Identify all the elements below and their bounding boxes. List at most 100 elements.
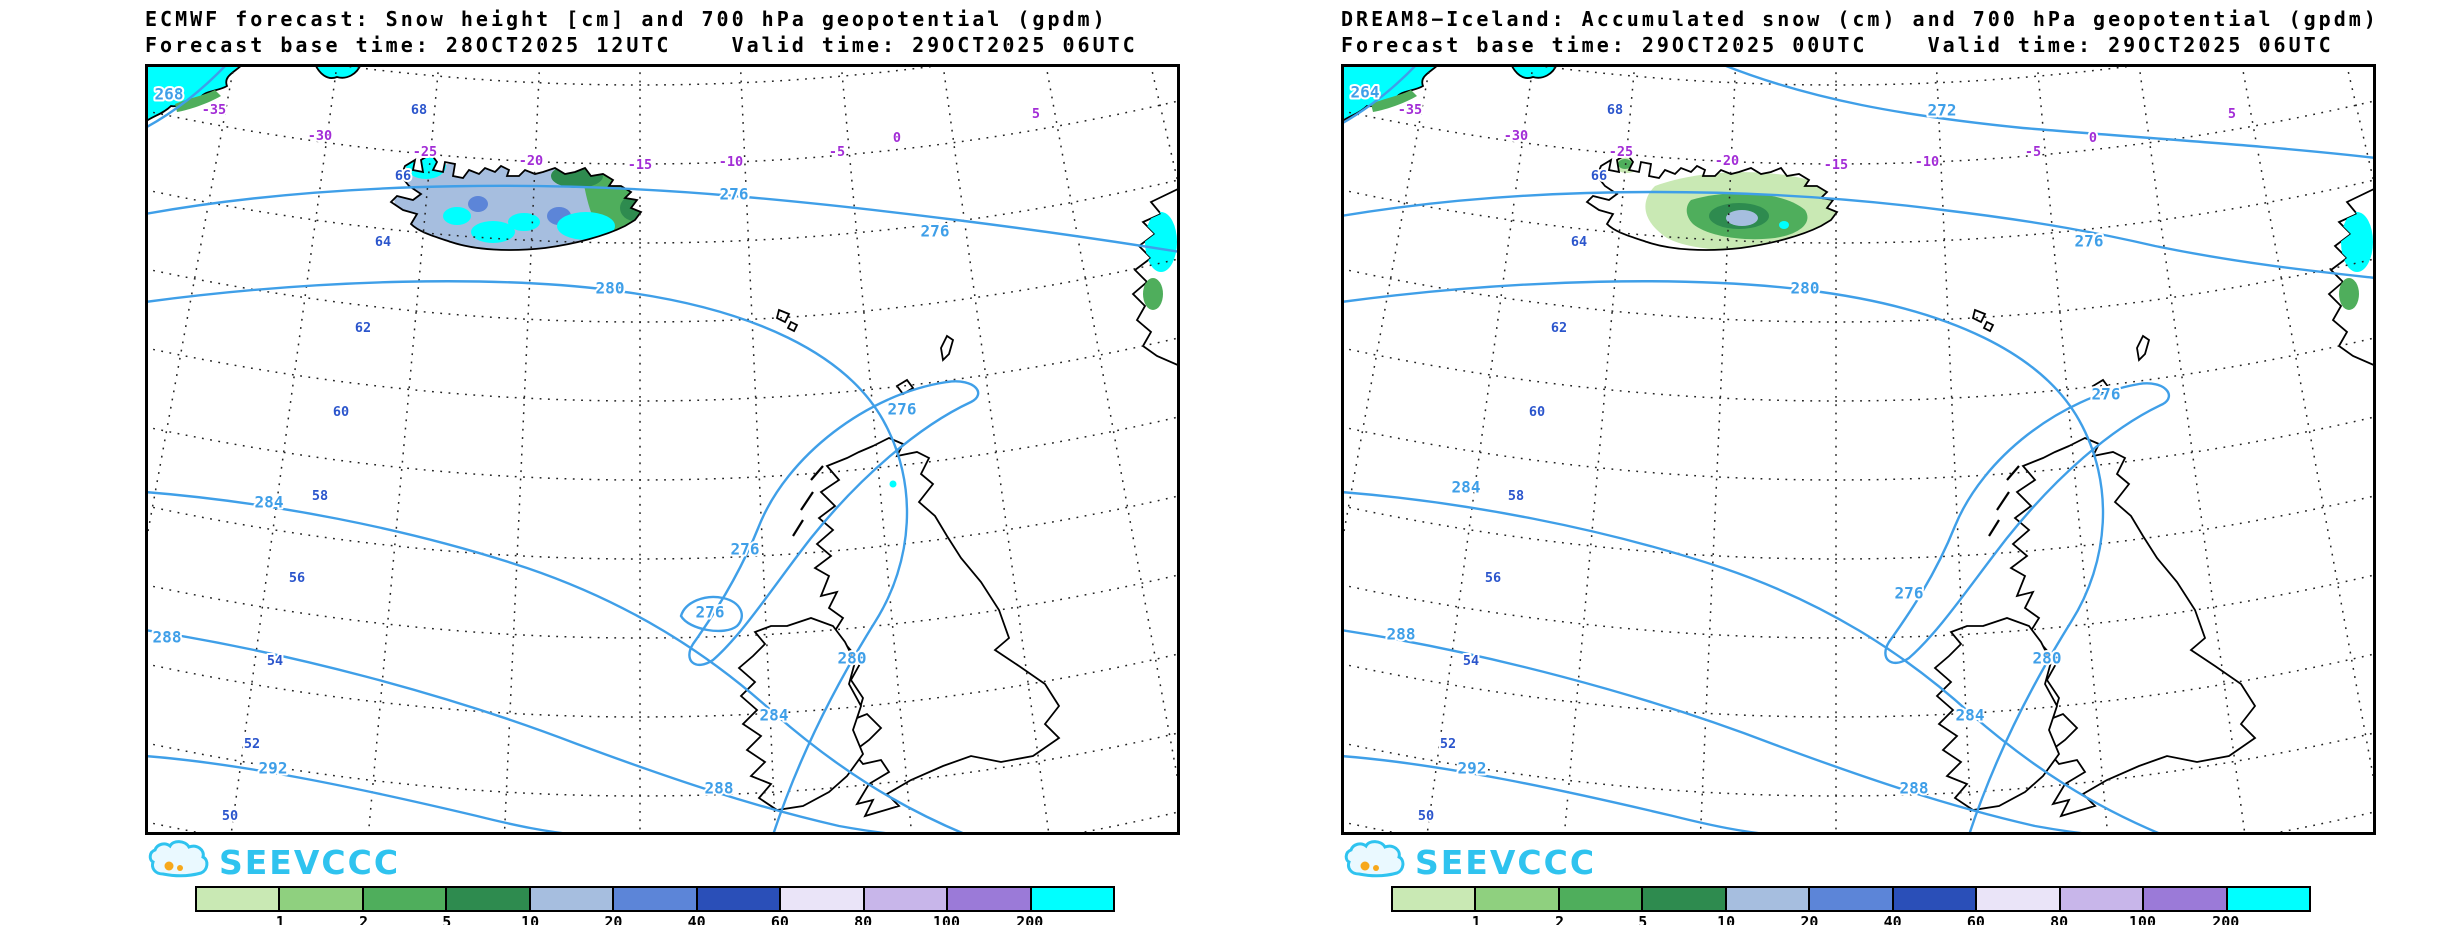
snow-shading: [394, 154, 641, 250]
svg-text:-10: -10: [1915, 154, 1939, 170]
svg-text:54: 54: [267, 653, 283, 669]
geopotential-contours: [145, 64, 1180, 835]
colorbar-segments: [1391, 886, 2311, 912]
colorbar-segment: [197, 888, 281, 910]
svg-text:276: 276: [1895, 584, 1924, 603]
svg-text:58: 58: [312, 488, 328, 504]
landmasses: [145, 64, 1180, 818]
colorbar-tick-label: 5: [442, 913, 452, 925]
colorbar-tick-label: 100: [932, 913, 960, 925]
colorbar-tick-label: 40: [687, 913, 706, 925]
colorbar-segment: [1031, 888, 1113, 910]
svg-text:62: 62: [355, 320, 371, 336]
colorbar-tick-label: 1: [1471, 913, 1481, 925]
colorbar-segment: [280, 888, 364, 910]
forecast-map-ecmwf: 268 276 276 280 280 276 276 276 284 284 288 288 292 -…: [145, 64, 1180, 835]
colorbar-segments: [195, 886, 1115, 912]
panel-subtitle: Forecast base time: 28OCT2025 12UTC Vali…: [145, 33, 1138, 57]
colorbar-segment: [2227, 888, 2309, 910]
svg-text:280: 280: [1791, 279, 1820, 298]
colorbar-segment: [948, 888, 1032, 910]
seevccc-logo: SEEVCCC: [147, 840, 400, 884]
svg-text:264: 264: [1351, 83, 1380, 102]
svg-text:280: 280: [2033, 649, 2062, 668]
svg-text:288: 288: [1387, 625, 1416, 644]
svg-text:-35: -35: [1398, 102, 1422, 118]
colorbar-tick-label: 2: [359, 913, 369, 925]
svg-text:276: 276: [2092, 385, 2121, 404]
svg-text:276: 276: [720, 185, 749, 204]
colorbar-tick-label: 60: [770, 913, 789, 925]
svg-text:5: 5: [2228, 106, 2236, 122]
colorbar-tick-label: 5: [1638, 913, 1648, 925]
colorbar-segment: [2060, 888, 2145, 910]
svg-text:0: 0: [893, 130, 901, 146]
svg-text:292: 292: [1458, 759, 1487, 778]
colorbar-segment: [447, 888, 531, 910]
svg-text:-30: -30: [308, 128, 332, 144]
svg-text:292: 292: [259, 759, 288, 778]
panel-header: ECMWF forecast: Snow height [cm] and 700…: [145, 6, 1255, 58]
svg-text:56: 56: [289, 570, 305, 586]
colorbar-segment: [1393, 888, 1477, 910]
svg-text:62: 62: [1551, 320, 1567, 336]
colorbar-segment: [1559, 888, 1644, 910]
svg-text:60: 60: [333, 404, 349, 420]
colorbar-segment: [1977, 888, 2061, 910]
svg-text:288: 288: [1900, 779, 1929, 798]
colorbar-tick-label: 80: [2050, 913, 2069, 925]
colorbar-tick-label: 100: [2128, 913, 2156, 925]
panel-title: DREAM8−Iceland: Accumulated snow (cm) an…: [1341, 7, 2379, 31]
svg-text:-5: -5: [829, 144, 845, 160]
colorbar-tick-label: 1: [275, 913, 285, 925]
svg-text:60: 60: [1529, 404, 1545, 420]
snow-colorbar: 1 2 5 10 20 40 60 80 100 200: [1391, 886, 2311, 925]
panel-dream8: DREAM8−Iceland: Accumulated snow (cm) an…: [1341, 0, 2449, 925]
forecast-map-dream8: 264 272 276 280 280 276 276 284 284 288 288 292 -35 -…: [1341, 64, 2376, 835]
logo-text: SEEVCCC: [219, 842, 401, 882]
svg-text:276: 276: [2075, 232, 2104, 251]
svg-text:68: 68: [1607, 102, 1623, 118]
colorbar-segment: [1726, 888, 1811, 910]
colorbar-tick-label: 60: [1966, 913, 1985, 925]
colorbar-tick-label: 2: [1555, 913, 1565, 925]
colorbar-tick-label: 20: [604, 913, 623, 925]
svg-text:276: 276: [696, 603, 725, 622]
svg-text:280: 280: [596, 279, 625, 298]
svg-text:50: 50: [1418, 808, 1434, 824]
graticule: [145, 64, 1180, 835]
svg-text:284: 284: [1452, 478, 1481, 497]
svg-text:64: 64: [1571, 234, 1587, 250]
colorbar-tick-label: 40: [1883, 913, 1902, 925]
colorbar-segment: [363, 888, 448, 910]
svg-text:50: 50: [222, 808, 238, 824]
svg-text:0: 0: [2089, 130, 2097, 146]
cloud-icon: [1344, 840, 1405, 878]
svg-text:268: 268: [155, 85, 184, 104]
svg-text:280: 280: [838, 649, 867, 668]
svg-text:-25: -25: [413, 144, 437, 160]
svg-text:-20: -20: [1715, 153, 1739, 169]
svg-text:284: 284: [1956, 706, 1985, 725]
colorbar-tick-label: 10: [521, 913, 540, 925]
logo-text: SEEVCCC: [1415, 842, 1597, 882]
colorbar-segment: [1893, 888, 1978, 910]
svg-text:-15: -15: [1824, 157, 1848, 173]
snow-colorbar: 1 2 5 10 20 40 60 80 100 200: [195, 886, 1115, 925]
colorbar-tick-label: 80: [854, 913, 873, 925]
panel-subtitle: Forecast base time: 29OCT2025 00UTC Vali…: [1341, 33, 2334, 57]
colorbar-tick-label: 10: [1717, 913, 1736, 925]
map-labels: 268 276 276 280 280 276 276 276 284 284 288 288 292 -…: [151, 83, 1043, 827]
svg-text:272: 272: [1928, 101, 1957, 120]
colorbar-tick-label: 20: [1800, 913, 1819, 925]
svg-text:276: 276: [921, 222, 950, 241]
svg-text:288: 288: [153, 628, 182, 647]
graticule: [1341, 64, 2376, 835]
colorbar-segment: [1476, 888, 1560, 910]
svg-text:66: 66: [395, 168, 411, 184]
colorbar-segment: [2144, 888, 2228, 910]
svg-text:5: 5: [1032, 106, 1040, 122]
svg-text:68: 68: [411, 102, 427, 118]
colorbar-segment: [697, 888, 782, 910]
panel-ecmwf: ECMWF forecast: Snow height [cm] and 700…: [145, 0, 1255, 925]
